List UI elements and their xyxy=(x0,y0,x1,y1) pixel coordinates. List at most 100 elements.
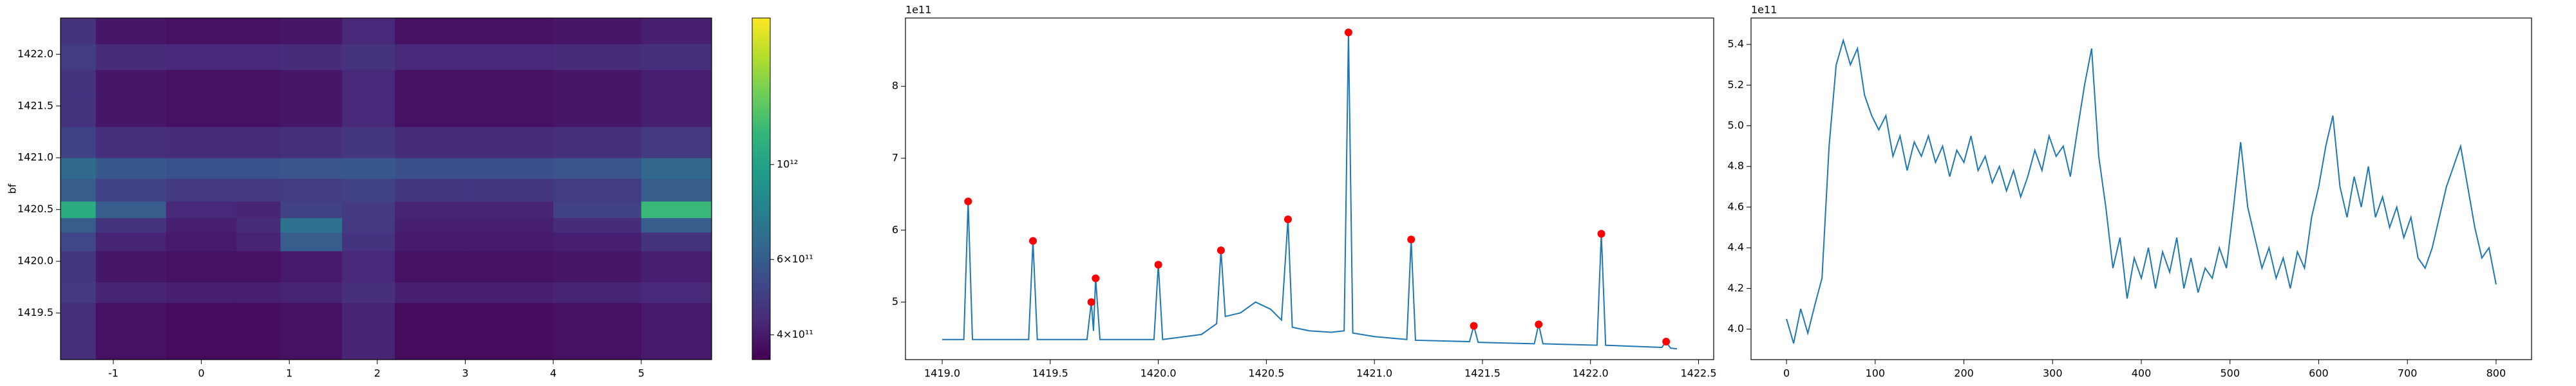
heatmap-cell xyxy=(61,302,97,329)
heatmap-cell xyxy=(342,126,395,158)
x-tick-label: 700 xyxy=(2398,367,2418,380)
heatmap-cell xyxy=(465,18,554,44)
heatmap-cell xyxy=(236,282,281,303)
data-line xyxy=(942,32,1678,350)
heatmap-cell xyxy=(280,302,343,329)
heatmap-cell xyxy=(342,282,395,303)
heatmap-cell xyxy=(553,282,642,303)
peak-marker xyxy=(964,198,972,206)
x-tick-label: 1421.5 xyxy=(1464,367,1501,380)
heatmap-cell xyxy=(641,158,712,179)
heatmap-cell xyxy=(342,178,395,202)
x-tick-label: 0 xyxy=(1783,367,1790,380)
heatmap-cell xyxy=(553,328,642,360)
heatmap-cell xyxy=(236,44,281,70)
x-tick-label: 4 xyxy=(550,367,556,380)
heatmap-cell xyxy=(465,201,554,219)
x-tick-label: -1 xyxy=(108,367,118,380)
heatmap-cell xyxy=(95,69,167,96)
heatmap-cell xyxy=(395,328,466,360)
heatmap-cell xyxy=(95,18,167,44)
heatmap-cell xyxy=(95,44,167,70)
heatmap-cell xyxy=(395,95,466,127)
heatmap-cell xyxy=(342,44,395,70)
offset-label: 1e11 xyxy=(905,4,931,16)
heatmap-cell xyxy=(395,18,466,44)
x-tick-label: 800 xyxy=(2486,367,2506,380)
heatmap-cell xyxy=(641,302,712,329)
heatmap-cell xyxy=(641,126,712,158)
heatmap-cell xyxy=(395,251,466,282)
heatmap-cell xyxy=(166,251,237,282)
heatmap-cell xyxy=(342,95,395,127)
peak-marker xyxy=(1154,261,1162,269)
heatmap-cell xyxy=(61,69,97,96)
heatmap-cell xyxy=(280,232,343,252)
heatmap-cell xyxy=(166,217,237,233)
x-tick-label: 600 xyxy=(2309,367,2329,380)
x-tick-label: 300 xyxy=(2043,367,2063,380)
heatmap-cell xyxy=(465,69,554,96)
y-axis-label: bf xyxy=(6,183,19,194)
peak-marker xyxy=(1597,230,1605,238)
heatmap-cell xyxy=(236,328,281,360)
heatmap-cell xyxy=(236,302,281,329)
heatmap-cell xyxy=(342,328,395,360)
heatmap-cell xyxy=(236,69,281,96)
heatmap-cell xyxy=(641,178,712,202)
heatmap-cell xyxy=(61,44,97,70)
heatmap-cell xyxy=(342,217,395,233)
heatmap-cell xyxy=(553,69,642,96)
y-tick-label: 1421.0 xyxy=(17,151,53,163)
heatmap-cell xyxy=(166,178,237,202)
heatmap-cell xyxy=(342,201,395,219)
heatmap-cell xyxy=(236,18,281,44)
x-tick-label: 1419.5 xyxy=(1032,367,1068,380)
peak-marker xyxy=(1283,216,1292,224)
heatmap-cell xyxy=(553,232,642,252)
y-tick-label: 1421.5 xyxy=(17,99,53,111)
y-tick-label: 5.0 xyxy=(1728,119,1744,131)
heatmap-cell xyxy=(465,158,554,179)
heatmap-cell xyxy=(166,69,237,96)
heatmap-cell xyxy=(236,251,281,282)
x-tick-label: 5 xyxy=(638,367,645,380)
x-tick-label: 200 xyxy=(1954,367,1974,380)
peak-marker xyxy=(1087,298,1095,306)
colorbar xyxy=(752,17,771,360)
heatmap-cell xyxy=(395,69,466,96)
heatmap-cell xyxy=(166,201,237,219)
heatmap-cell xyxy=(280,44,343,70)
y-tick-label: 6 xyxy=(892,223,898,235)
heatmap-cell xyxy=(166,158,237,179)
heatmap-cell xyxy=(395,126,466,158)
x-tick-label: 2 xyxy=(374,367,381,380)
heatmap-cell xyxy=(280,18,343,44)
heatmap-cell xyxy=(280,95,343,127)
heatmap-cell xyxy=(553,158,642,179)
heatmap-cell xyxy=(342,302,395,329)
heatmap-cell xyxy=(342,158,395,179)
heatmap-cell xyxy=(342,251,395,282)
heatmap-cell xyxy=(553,126,642,158)
heatmap-cell xyxy=(236,232,281,252)
y-tick-label: 5.4 xyxy=(1728,38,1744,50)
heatmap-cell xyxy=(236,217,281,233)
peak-marker xyxy=(1344,28,1352,37)
heatmap-cell xyxy=(342,69,395,96)
heatmap-cell xyxy=(95,282,167,303)
heatmap-cell xyxy=(95,178,167,202)
heatmap-cell xyxy=(95,95,167,127)
heatmap-cell xyxy=(395,201,466,219)
heatmap-cell xyxy=(61,201,97,219)
heatmap-cell xyxy=(342,232,395,252)
peak-marker xyxy=(1028,237,1037,245)
x-tick-label: 500 xyxy=(2220,367,2240,380)
heatmap-cell xyxy=(236,158,281,179)
y-tick-label: 5.2 xyxy=(1728,78,1744,91)
colorbar-tick-label: 6×10¹¹ xyxy=(777,253,813,265)
x-tick-label: 1419.0 xyxy=(924,367,960,380)
heatmap-cell xyxy=(641,18,712,44)
heatmap-cell xyxy=(236,178,281,202)
